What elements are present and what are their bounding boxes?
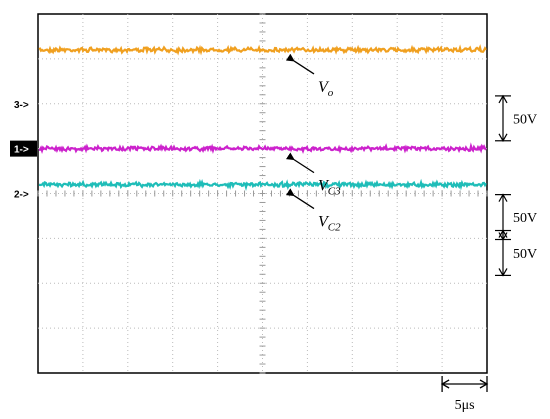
trace-label-vo: Vo	[318, 79, 334, 99]
time-scale-arrowhead	[479, 379, 489, 389]
scale-arrowhead	[498, 193, 508, 202]
label-arrow	[285, 53, 315, 75]
trace-vo	[38, 44, 487, 56]
time-scale-arrowhead	[440, 379, 450, 389]
time-scale: 5μs	[440, 376, 489, 413]
scale-arrowhead	[498, 133, 508, 142]
trace-vc3	[38, 142, 487, 155]
trace-label-vc3: VC3	[318, 178, 341, 198]
trace-labels: Vo VC2 VC3	[285, 53, 341, 234]
trace-label-vc2: VC2	[318, 214, 341, 234]
channel-marker-label: 3->	[14, 100, 29, 111]
volt-scale-bars: 50V 50V 50V	[495, 94, 537, 277]
traces	[38, 44, 487, 191]
channel-marker-label: 2->	[14, 190, 29, 201]
scale-arrowhead	[498, 268, 508, 277]
trace-vc2	[38, 178, 487, 191]
channel-marker-box	[10, 140, 37, 157]
label-arrow	[285, 152, 315, 174]
label-arrow	[285, 188, 315, 210]
scale-label: 50V	[513, 211, 537, 226]
scale-arrowhead	[498, 94, 508, 104]
scale-label: 50V	[513, 112, 537, 127]
channel-marker-label: 1->	[14, 145, 29, 156]
time-scale-label: 5μs	[455, 398, 475, 413]
scale-arrowhead	[498, 232, 508, 241]
scale-label: 50V	[513, 247, 537, 262]
channel-markers: 1-> 2-> 3->	[10, 100, 37, 201]
